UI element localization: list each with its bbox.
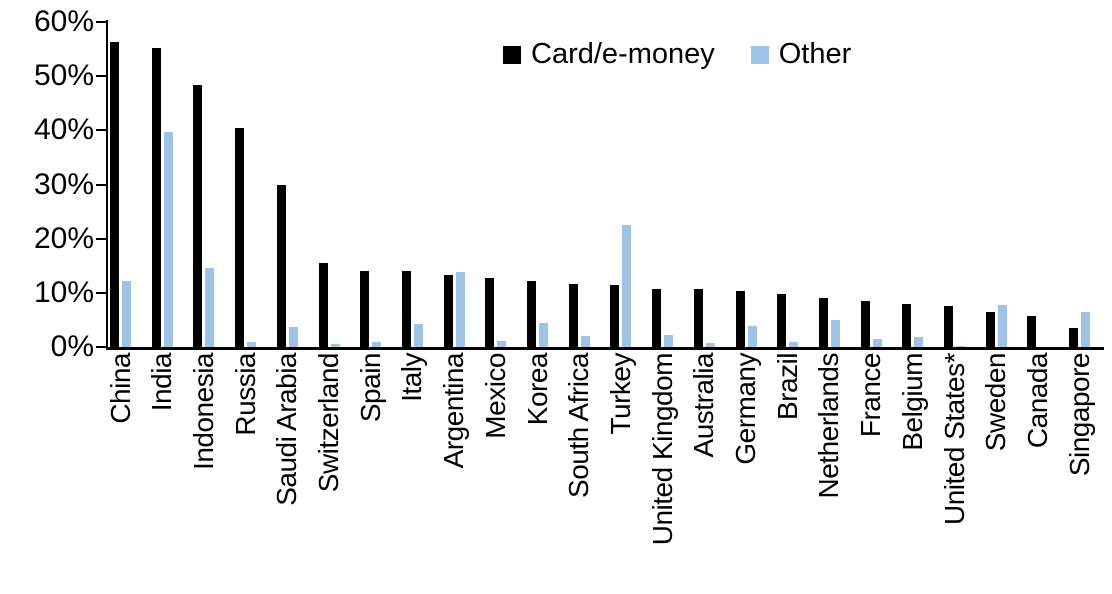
x-axis-category-label: India [146, 353, 178, 412]
bar-card-singapore [1069, 327, 1079, 347]
bar-other-italy [413, 323, 423, 347]
y-axis-tick-label: 50% [33, 59, 94, 93]
x-axis-category-label: Belgium [896, 353, 928, 451]
bar-card-spain [360, 271, 370, 347]
bar-other-south-africa [580, 335, 590, 347]
bar-other-spain [372, 342, 382, 347]
x-axis-category-label: Sweden [980, 353, 1012, 452]
x-axis-category-label: United Kingdom [646, 353, 678, 546]
legend-item-other: Other [750, 38, 852, 71]
bar-card-russia [235, 127, 245, 347]
bar-card-south-africa [568, 284, 578, 347]
bar-card-belgium [902, 304, 912, 347]
bar-other-switzerland [330, 343, 340, 347]
y-axis-tick-label: 10% [33, 275, 94, 309]
legend-label-other: Other [778, 38, 852, 70]
legend-item-card-e-money: Card/e-money [503, 38, 715, 71]
bar-card-sweden [985, 312, 995, 347]
y-axis-tick-label: 60% [33, 5, 94, 38]
y-axis-tick-label: 40% [33, 113, 94, 147]
x-axis-category-label: South Africa [563, 353, 595, 498]
bar-other-united-kingdom [664, 335, 674, 347]
bar-card-india [151, 48, 161, 347]
bar-card-china [110, 41, 119, 347]
x-axis-category-label: Indonesia [187, 353, 219, 470]
bar-other-netherlands [830, 320, 840, 347]
bar-card-saudi-arabia [276, 185, 286, 347]
bar-card-mexico [485, 277, 495, 347]
x-axis-category-label: Germany [730, 353, 761, 465]
bar-other-india [163, 131, 173, 347]
x-axis-category-label: Switzerland [313, 353, 344, 493]
bar-other-france [872, 339, 882, 347]
x-axis-category-label: Netherlands [813, 353, 845, 499]
bar-card-turkey [610, 285, 620, 347]
bar-card-australia [693, 289, 703, 347]
x-axis-category-label: Saudi Arabia [271, 353, 303, 506]
x-axis-category-label: Canada [1021, 353, 1053, 449]
bar-card-switzerland [318, 263, 328, 347]
bar-other-argentina [455, 272, 465, 347]
bar-card-korea [527, 281, 536, 347]
bar-other-australia [705, 342, 715, 347]
x-axis-category-label: Turkey [604, 353, 636, 435]
bar-other-sweden [997, 304, 1007, 347]
bar-card-united-states- [944, 305, 953, 347]
bar-other-brazil [789, 341, 799, 347]
y-axis-tick-label: 30% [33, 167, 94, 201]
bar-other-china [122, 281, 131, 347]
bar-other-korea [539, 322, 548, 347]
x-axis-category-label: Spain [354, 353, 386, 423]
bar-card-indonesia [193, 84, 203, 347]
bar-card-netherlands [818, 298, 828, 347]
y-axis-tick-mark [96, 291, 106, 294]
x-axis-category-label: Australia [688, 353, 720, 458]
bar-card-france [860, 300, 870, 347]
y-axis-tick-mark [96, 183, 106, 186]
x-axis-category-label: Italy [396, 353, 428, 402]
x-axis-category-label: Brazil [771, 353, 803, 421]
bar-card-united-kingdom [652, 288, 662, 347]
bar-card-argentina [443, 274, 453, 347]
y-axis-tick-mark [96, 237, 106, 240]
legend-swatch-other-icon [750, 45, 769, 64]
bar-other-mexico [497, 340, 507, 347]
bar-other-saudi-arabia [288, 326, 298, 347]
bar-other-germany [747, 326, 757, 347]
bar-other-belgium [914, 336, 924, 347]
x-axis-category-label: France [855, 353, 887, 438]
bar-card-canada [1027, 315, 1037, 347]
legend-label-card-e-money: Card/e-money [531, 38, 715, 70]
bar-other-indonesia [205, 268, 215, 347]
bar-other-turkey [622, 224, 632, 347]
y-axis-tick-mark [96, 346, 106, 348]
x-axis-line [106, 347, 1104, 350]
bar-card-germany [735, 290, 745, 347]
y-axis-tick-mark [96, 21, 106, 23]
y-axis-tick-label: 20% [33, 221, 94, 255]
legend-swatch-card-e-money-icon [503, 45, 521, 64]
x-axis-category-label: China [104, 353, 136, 424]
y-axis-tick-mark [96, 75, 106, 78]
x-axis-category-label: Argentina [438, 353, 470, 469]
y-axis-line [106, 20, 108, 349]
bar-other-russia [247, 342, 257, 347]
bar-other-singapore [1081, 312, 1091, 347]
y-axis-tick-mark [96, 129, 106, 132]
bar-card-italy [401, 271, 411, 347]
x-axis-category-label: United States* [938, 353, 970, 525]
x-axis-category-label: Mexico [479, 353, 511, 439]
legend: Card/e-money Other [503, 38, 851, 71]
x-axis-category-label: Russia [229, 353, 261, 436]
x-axis-category-label: Singapore [1063, 353, 1095, 477]
bar-other-united-states- [956, 345, 965, 347]
bar-card-brazil [777, 293, 787, 347]
x-axis-category-label: Korea [521, 353, 553, 426]
y-axis-tick-label: 0% [50, 330, 94, 363]
